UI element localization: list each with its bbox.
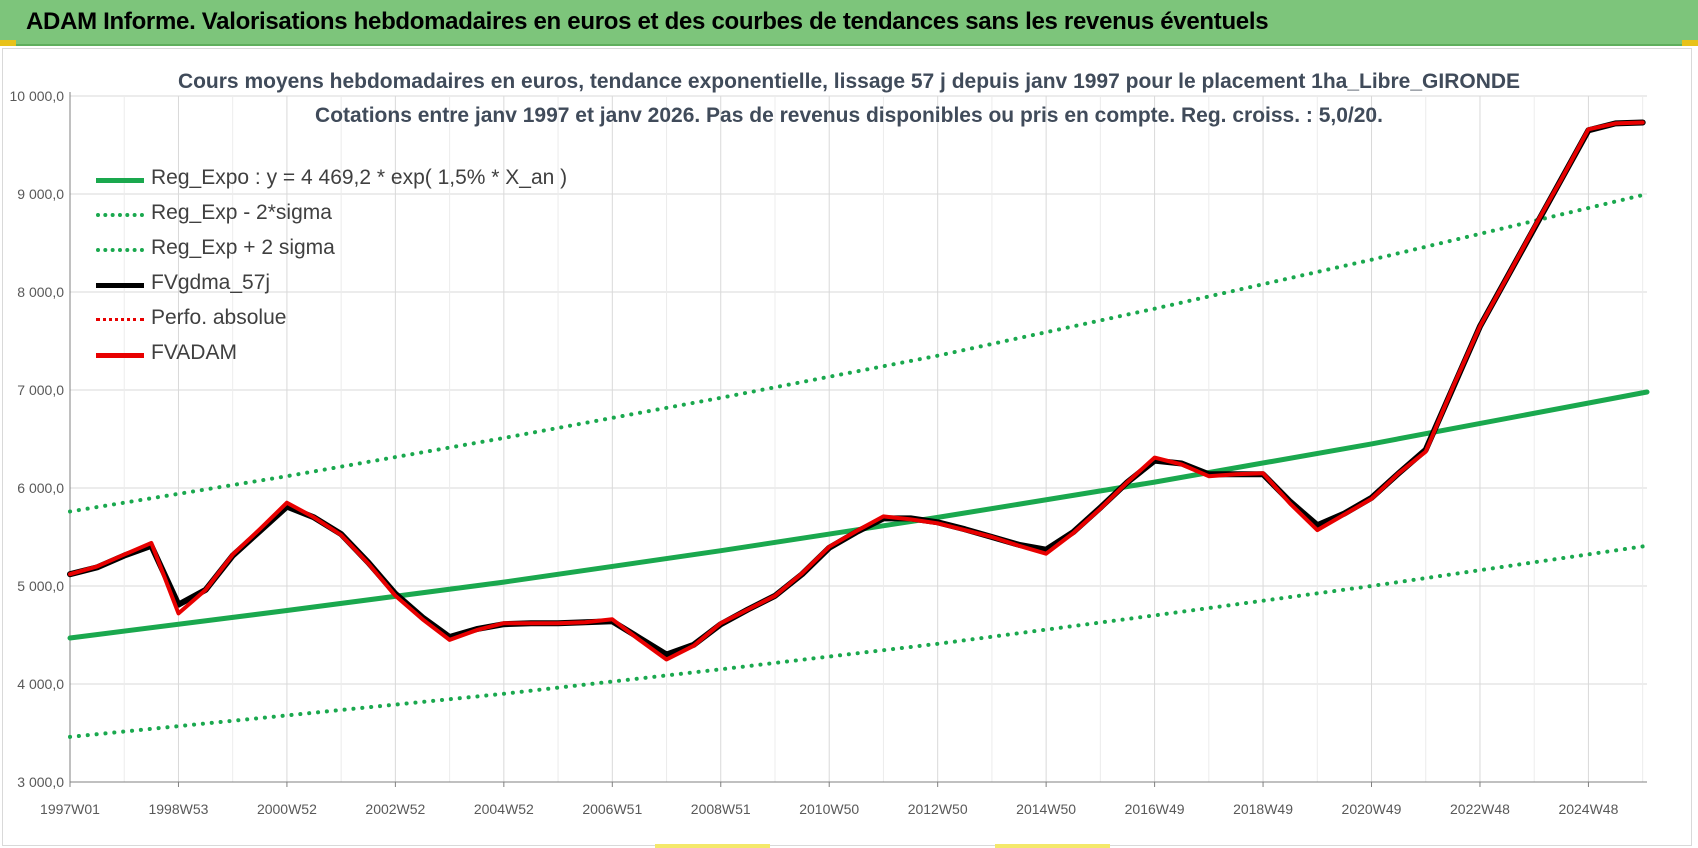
bottom-scroll-marker xyxy=(995,844,1110,848)
x-tick-label: 2000W52 xyxy=(257,801,317,817)
legend-swatch xyxy=(96,318,144,321)
series-line-reg-exp-2-sigma xyxy=(68,192,1649,514)
x-tick-label: 2018W49 xyxy=(1233,801,1293,817)
y-tick-label: 6 000,0 xyxy=(17,480,64,496)
legend-swatch xyxy=(96,248,144,252)
x-tick-label: 2004W52 xyxy=(474,801,534,817)
series-lines xyxy=(67,119,1650,739)
x-tick-label: 2016W49 xyxy=(1125,801,1185,817)
legend-swatch xyxy=(96,283,144,288)
legend-label: Reg_Exp - 2*sigma xyxy=(151,201,332,224)
y-tick-label: 8 000,0 xyxy=(17,284,64,300)
legend-label: Perfo. absolue xyxy=(151,306,287,329)
legend-label: Reg_Exp + 2 sigma xyxy=(151,236,335,259)
y-tick-label: 10 000,0 xyxy=(10,88,65,104)
legend-swatch xyxy=(96,353,144,358)
x-tick-label: 2002W52 xyxy=(365,801,425,817)
y-tick-label: 4 000,0 xyxy=(17,676,64,692)
legend-label: FVgdma_57j xyxy=(151,271,271,294)
series-line-fvadam xyxy=(68,120,1645,662)
x-tick-label: 1997W01 xyxy=(40,801,100,817)
corner-marker-left xyxy=(0,40,16,46)
chart-title-line2: Cotations entre janv 1997 et janv 2026. … xyxy=(315,104,1383,127)
chart-area xyxy=(2,48,1692,846)
series-line-reg-expo-y-4-469-2-exp-1-5-x-an xyxy=(67,389,1650,641)
x-tick-label: 2022W48 xyxy=(1450,801,1510,817)
corner-marker-right xyxy=(1682,40,1698,46)
banner-title: ADAM Informe. Valorisations hebdomadaire… xyxy=(26,8,1269,35)
x-tick-label: 2024W48 xyxy=(1558,801,1618,817)
x-tick-label: 2008W51 xyxy=(691,801,751,817)
legend-swatch xyxy=(96,213,144,217)
bottom-scroll-marker xyxy=(655,844,770,848)
x-tick-label: 2012W50 xyxy=(908,801,968,817)
banner: ADAM Informe. Valorisations hebdomadaire… xyxy=(0,0,1698,46)
legend-label: FVADAM xyxy=(151,341,237,364)
chart-title-line1: Cours moyens hebdomadaires en euros, ten… xyxy=(177,70,1521,93)
legend-swatch xyxy=(96,178,144,183)
x-tick-label: 2006W51 xyxy=(582,801,642,817)
y-tick-label: 9 000,0 xyxy=(17,186,64,202)
tick-labels: 3 000,0 4 000,0 5 000,0 6 000,0 7 000,0 8 000… xyxy=(10,88,1619,817)
series-line-reg-exp-2-sigma xyxy=(68,543,1649,739)
x-tick-label: 2020W49 xyxy=(1342,801,1402,817)
y-tick-label: 7 000,0 xyxy=(17,382,64,398)
x-tick-label: 2010W50 xyxy=(799,801,859,817)
y-tick-label: 5 000,0 xyxy=(17,578,64,594)
y-tick-label: 3 000,0 xyxy=(17,774,64,790)
x-tick-label: 1998W53 xyxy=(148,801,208,817)
grid xyxy=(69,95,1647,783)
legend-label: Reg_Expo : y = 4 469,2 * exp( 1,5% * X_a… xyxy=(151,166,568,189)
x-tick-label: 2014W50 xyxy=(1016,801,1076,817)
axes xyxy=(69,92,1647,787)
